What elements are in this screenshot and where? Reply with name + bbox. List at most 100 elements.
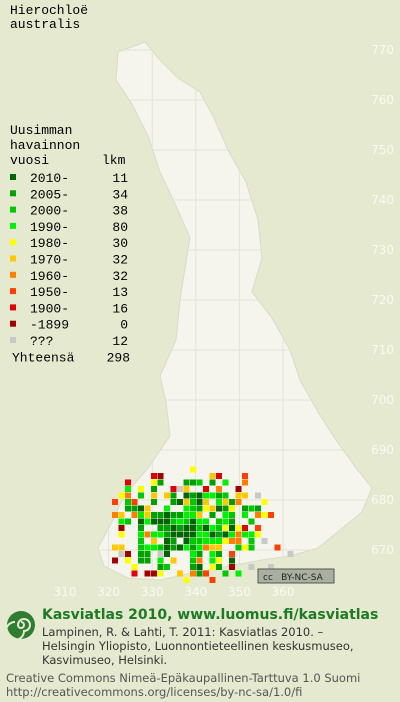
y-grid-label: 710 bbox=[371, 343, 394, 357]
observation-square bbox=[268, 564, 274, 570]
observation-square bbox=[118, 518, 125, 525]
legend-label: 1960- bbox=[30, 269, 69, 284]
observation-square bbox=[131, 505, 138, 512]
observation-square bbox=[242, 544, 248, 551]
observation-square bbox=[112, 544, 118, 551]
observation-square bbox=[268, 512, 274, 518]
observation-square bbox=[183, 525, 190, 531]
badge-text: BY-NC-SA bbox=[281, 573, 324, 583]
observation-square bbox=[164, 512, 170, 518]
observation-square bbox=[190, 499, 196, 505]
x-grid-label: 310 bbox=[54, 585, 77, 599]
observation-square bbox=[255, 512, 261, 518]
observation-square bbox=[183, 512, 190, 518]
observation-square bbox=[209, 492, 216, 499]
legend-swatch bbox=[10, 304, 16, 311]
legend-label: 2010- bbox=[30, 171, 69, 186]
observation-square bbox=[216, 531, 222, 538]
observation-square bbox=[151, 544, 157, 551]
observation-square bbox=[229, 505, 235, 512]
total-count: 298 bbox=[107, 350, 130, 365]
observation-square bbox=[164, 538, 170, 544]
observation-square bbox=[138, 544, 144, 551]
observation-square bbox=[222, 570, 229, 577]
observation-square bbox=[209, 577, 216, 583]
observation-square bbox=[209, 538, 216, 544]
observation-square bbox=[170, 544, 177, 551]
legend-count: 0 bbox=[120, 318, 128, 333]
observation-square bbox=[222, 518, 229, 525]
x-grid-label: 340 bbox=[184, 585, 207, 599]
y-grid-label: 760 bbox=[371, 93, 394, 107]
observation-square bbox=[157, 557, 164, 564]
license: http://creativecommons.org/licenses/by-n… bbox=[6, 685, 302, 699]
observation-square bbox=[196, 479, 203, 486]
observation-square bbox=[196, 492, 203, 499]
observation-square bbox=[138, 505, 144, 512]
y-grid-label: 740 bbox=[371, 193, 394, 207]
legend-header: vuosi bbox=[10, 153, 49, 168]
observation-squares bbox=[112, 466, 294, 583]
observation-square bbox=[248, 544, 255, 551]
observation-square bbox=[151, 512, 157, 518]
observation-square bbox=[151, 518, 157, 525]
observation-square bbox=[118, 551, 125, 557]
legend-count: 13 bbox=[112, 285, 128, 300]
observation-square bbox=[177, 525, 183, 531]
observation-square bbox=[151, 499, 157, 505]
observation-square bbox=[216, 486, 222, 492]
observation-square bbox=[229, 499, 235, 505]
observation-square bbox=[125, 499, 131, 505]
observation-square bbox=[125, 492, 131, 499]
x-grid-label: 320 bbox=[97, 585, 120, 599]
observation-square bbox=[242, 473, 248, 479]
observation-square bbox=[190, 544, 196, 551]
observation-square bbox=[190, 518, 196, 525]
observation-square bbox=[177, 499, 183, 505]
observation-square bbox=[183, 577, 190, 583]
observation-square bbox=[190, 525, 196, 531]
observation-square bbox=[125, 551, 131, 557]
x-grid-label: 350 bbox=[228, 585, 251, 599]
observation-square bbox=[164, 518, 170, 525]
observation-square bbox=[144, 544, 151, 551]
observation-square bbox=[235, 544, 242, 551]
observation-square bbox=[196, 518, 203, 525]
legend-label: 1990- bbox=[30, 220, 69, 235]
observation-square bbox=[287, 551, 294, 557]
observation-square bbox=[138, 512, 144, 518]
observation-square bbox=[144, 518, 151, 525]
legend-label: 1970- bbox=[30, 253, 69, 268]
observation-square bbox=[229, 518, 235, 525]
observation-square bbox=[261, 499, 268, 505]
legend-count: 38 bbox=[112, 204, 128, 219]
observation-square bbox=[242, 525, 248, 531]
citation: Lampinen, R. & Lahti, T. 2011: Kasviatla… bbox=[42, 625, 324, 639]
observation-square bbox=[183, 499, 190, 505]
observation-square bbox=[138, 486, 144, 492]
observation-square bbox=[242, 505, 248, 512]
observation-square bbox=[118, 544, 125, 551]
legend-label: 1900- bbox=[30, 301, 69, 316]
observation-square bbox=[196, 531, 203, 538]
observation-square bbox=[209, 525, 216, 531]
observation-square bbox=[170, 518, 177, 525]
observation-square bbox=[261, 512, 268, 518]
observation-square bbox=[196, 505, 203, 512]
observation-square bbox=[209, 557, 216, 564]
observation-square bbox=[203, 492, 209, 499]
observation-square bbox=[170, 486, 177, 492]
observation-square bbox=[138, 538, 144, 544]
observation-square bbox=[157, 518, 164, 525]
observation-square bbox=[203, 538, 209, 544]
observation-square bbox=[196, 557, 203, 564]
legend-count: 11 bbox=[112, 171, 128, 186]
x-grid-label: 330 bbox=[141, 585, 164, 599]
observation-square bbox=[164, 505, 170, 512]
observation-square bbox=[157, 564, 164, 570]
observation-square bbox=[209, 544, 216, 551]
observation-square bbox=[248, 538, 255, 544]
observation-square bbox=[170, 499, 177, 505]
legend: Uusimman havainnon vuosi lkm 2010- 11 2005… bbox=[10, 123, 130, 365]
y-grid-label: 680 bbox=[371, 493, 394, 507]
